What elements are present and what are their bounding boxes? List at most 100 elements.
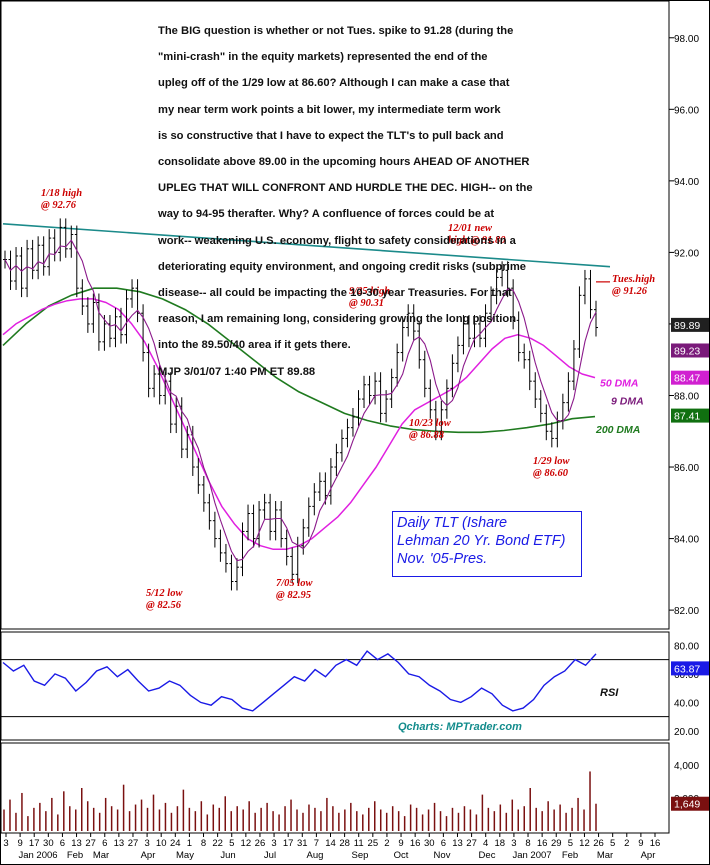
price-value-text: 89.89: [674, 320, 700, 332]
commentary-line: deteriorating equity environment, and on…: [158, 260, 526, 273]
rsi-panel: [0, 631, 670, 741]
rsi-y-tick-label: 60.00: [674, 670, 699, 681]
price-y-tick-label: 92.00: [674, 248, 699, 259]
x-month-label: Feb: [562, 850, 578, 861]
commentary-line: disease-- all could be impacting the 10-…: [158, 286, 512, 299]
x-tick-label: 27: [128, 838, 139, 849]
annotation-line2: @ 92.76: [41, 200, 77, 211]
commentary-line: reason, I am remaining long, considering…: [158, 313, 517, 326]
x-tick-label: 16: [650, 838, 661, 849]
commentary-line: UPLEG THAT WILL CONFRONT AND HURDLE THE …: [158, 182, 533, 195]
annotation-line1: 5/12 low: [146, 588, 183, 599]
x-tick-label: 30: [424, 838, 435, 849]
price-y-tick-label: 82.00: [674, 606, 699, 617]
chart-title-line: Lehman 20 Yr. Bond ETF): [397, 533, 566, 549]
x-tick-label: 16: [410, 838, 421, 849]
x-tick-label: 6: [441, 838, 446, 849]
x-tick-label: 28: [339, 838, 350, 849]
ma9-value-text: 89.23: [674, 345, 700, 357]
chart-title-box: Daily TLT (Ishare Lehman 20 Yr. Bond ETF…: [392, 511, 582, 577]
source-credit: Qcharts: MPTrader.com: [398, 721, 522, 733]
rsi-y-tick-label: 80.00: [674, 641, 699, 652]
annotation-line1: 12/01 new: [448, 223, 493, 234]
x-month-label: Sep: [352, 850, 369, 861]
x-tick-label: 18: [495, 838, 506, 849]
annotation-line2: @ 82.95: [276, 590, 311, 601]
commentary-line: work-- weakening U.S. economy, flight to…: [158, 234, 516, 247]
x-tick-label: 8: [525, 838, 530, 849]
chart-title-line: Daily TLT (Ishare: [397, 515, 508, 531]
x-tick-label: 5: [568, 838, 573, 849]
price-y-tick-label: 98.00: [674, 34, 699, 45]
x-tick-label: 13: [114, 838, 125, 849]
x-tick-label: 14: [325, 838, 336, 849]
price-value-badge: [671, 317, 709, 332]
ma200-value-text: 87.41: [674, 411, 700, 423]
commentary-line: is so constructive that I have to expect…: [158, 129, 504, 142]
x-tick-label: 9: [398, 838, 403, 849]
ma200-value-badge: [671, 408, 709, 423]
x-tick-label: 17: [29, 838, 40, 849]
x-tick-label: 22: [212, 838, 223, 849]
x-tick-label: 7: [314, 838, 319, 849]
x-month-label: Jul: [264, 850, 276, 861]
x-tick-label: 6: [102, 838, 107, 849]
commentary-line: "mini-crash" in the equity markets) repr…: [158, 51, 488, 64]
x-month-label: May: [176, 850, 194, 861]
x-month-label: Jun: [220, 850, 235, 861]
x-tick-label: 12: [241, 838, 252, 849]
x-tick-label: 16: [537, 838, 548, 849]
x-month-label: Jan 2006: [18, 850, 57, 861]
commentary-line: my near term work points a bit lower, my…: [158, 103, 501, 116]
x-month-label: Oct: [394, 850, 409, 861]
x-tick-label: 4: [483, 838, 488, 849]
x-tick-label: 8: [201, 838, 206, 849]
rsi-y-tick-label: 20.00: [674, 727, 699, 738]
price-y-tick-label: 96.00: [674, 105, 699, 116]
rsi-y-tick-label: 40.00: [674, 698, 699, 709]
volume-value-text: 1,649: [674, 799, 700, 811]
x-tick-label: 26: [255, 838, 266, 849]
x-tick-label: 27: [85, 838, 96, 849]
analyst-commentary: The BIG question is whether or not Tues.…: [158, 12, 553, 392]
rsi-value-badge: [671, 661, 709, 676]
x-tick-label: 1: [187, 838, 192, 849]
x-tick-label: 9: [638, 838, 643, 849]
x-month-label: Nov: [434, 850, 451, 861]
annotation-line2: @ 86.60: [533, 468, 569, 479]
x-month-label: Aug: [307, 850, 324, 861]
ma9-label: 9 DMA: [611, 395, 644, 407]
commentary-line: The BIG question is whether or not Tues.…: [158, 25, 514, 38]
x-month-label: Apr: [141, 850, 156, 861]
x-tick-label: 17: [283, 838, 294, 849]
x-tick-label: 6: [60, 838, 65, 849]
annotation-line1: 7/05 low: [276, 578, 313, 589]
x-tick-label: 5: [610, 838, 615, 849]
x-tick-label: 25: [368, 838, 379, 849]
x-tick-label: 2: [384, 838, 389, 849]
x-tick-label: 13: [452, 838, 463, 849]
annotation-line2: @ 91.26: [612, 286, 648, 297]
x-tick-label: 10: [156, 838, 167, 849]
ma200-line: [2, 287, 596, 434]
rsi-label: RSI: [600, 687, 619, 699]
x-tick-label: 30: [43, 838, 54, 849]
x-tick-label: 2: [624, 838, 629, 849]
rsi-line: [2, 650, 597, 712]
price-y-tick-label: 88.00: [674, 391, 699, 402]
x-tick-label: 31: [297, 838, 308, 849]
annotation-line2: @ 82.56: [146, 600, 182, 611]
x-month-label: Feb: [67, 850, 83, 861]
trendline: [2, 222, 611, 268]
x-month-label: Mar: [597, 850, 613, 861]
commentary-line: into the 89.50/40 area if it gets there.: [158, 339, 351, 352]
commentary-signature: MJP 3/01/07 1:40 PM ET 89.88: [158, 365, 316, 378]
x-month-label: Jan 2007: [512, 850, 551, 861]
x-tick-label: 26: [593, 838, 604, 849]
annotation-line1: 1/18 high: [41, 188, 82, 199]
ma50-value-text: 88.47: [674, 373, 700, 385]
annotation-line1: 1/29 low: [533, 456, 570, 467]
commentary-line: upleg off of the 1/29 low at 86.60? Alth…: [158, 77, 510, 90]
